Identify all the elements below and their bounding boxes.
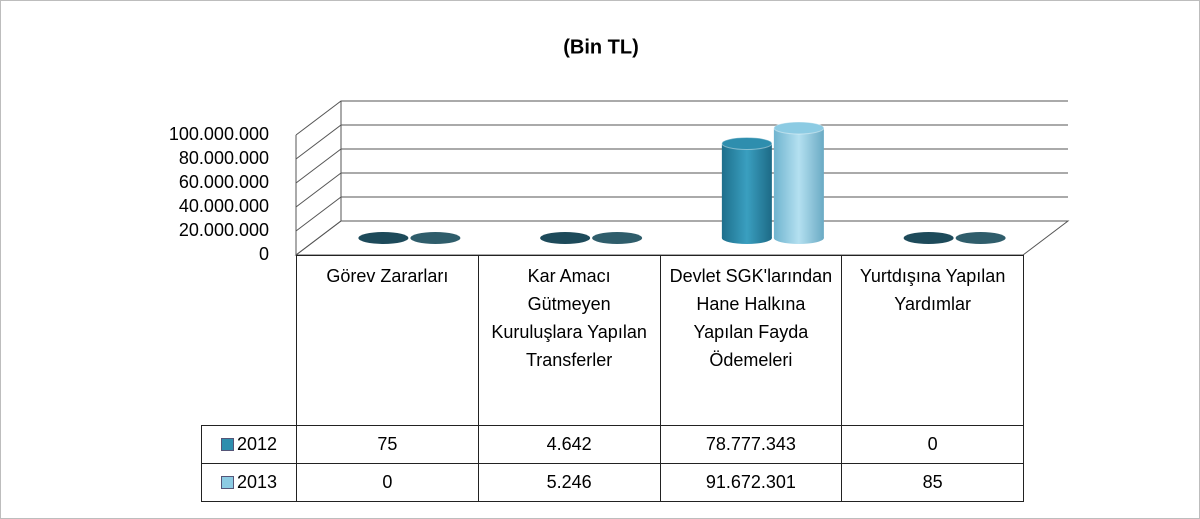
- value-label: 91.672.301: [659, 463, 843, 502]
- chart-title: (Bin TL): [563, 36, 639, 58]
- value-label: 0: [296, 463, 479, 502]
- grid-line: [295, 100, 1068, 136]
- bar-base: [773, 232, 824, 244]
- grid-line: [295, 124, 1068, 160]
- legend-label: 2013: [236, 472, 278, 492]
- series-row: 2013 0 5.246 91.672.301 85: [201, 463, 1024, 502]
- legend-cell: 2012: [201, 425, 297, 464]
- x-tick-label: Yurtdışına Yapılan Yardımlar: [841, 255, 1024, 426]
- bar-body: [773, 127, 824, 238]
- bar-top: [955, 231, 1006, 244]
- bar-top: [773, 121, 825, 135]
- value-label: 0: [841, 425, 1024, 464]
- bar-body: [721, 143, 772, 238]
- bar: [903, 232, 954, 244]
- y-tick-label: 60.000.000: [179, 172, 269, 192]
- bar-top: [358, 231, 409, 244]
- blank-cell: [201, 255, 297, 426]
- bar-base: [721, 232, 772, 244]
- series-row: 2012 75 4.642 78.777.343 0: [201, 425, 1024, 464]
- bar-top: [540, 231, 591, 244]
- bar: [955, 231, 1006, 244]
- x-tick-label: Kar Amacı Gütmeyen Kuruluşlara Yapılan T…: [477, 255, 661, 426]
- bar-top: [410, 232, 461, 244]
- bar-top: [903, 232, 954, 244]
- y-tick-label: 80.000.000: [179, 148, 269, 168]
- grid-line: [295, 196, 1068, 232]
- grid-line: [295, 148, 1068, 184]
- header-row: Görev Zararları Kar Amacı Gütmeyen Kurulu…: [201, 255, 1024, 426]
- bar: [592, 231, 643, 244]
- y-tick-label: 20.000.000: [179, 220, 269, 240]
- bar: [721, 136, 773, 244]
- y-tick-label: 100.000.000: [169, 124, 269, 144]
- value-label: 5.246: [477, 463, 661, 502]
- value-label: 4.642: [477, 425, 661, 464]
- legend-key: [220, 476, 234, 489]
- x-tick-label: Devlet SGK'larından Hane Halkına Yapılan…: [659, 255, 843, 426]
- bar: [358, 231, 409, 244]
- bar: [540, 231, 591, 244]
- y-tick-label: 0: [259, 244, 269, 264]
- legend-label: 2012: [236, 434, 278, 454]
- bar: [773, 121, 825, 244]
- value-label: 75: [296, 425, 479, 464]
- legend-cell: 2013: [201, 463, 297, 502]
- bar: [410, 232, 461, 244]
- bar-top: [592, 231, 643, 244]
- legend-key: [220, 438, 234, 451]
- value-label: 85: [841, 463, 1024, 502]
- y-tick-label: 40.000.000: [179, 196, 269, 216]
- bar-top: [721, 136, 773, 150]
- x-tick-label: Görev Zararları: [296, 255, 479, 426]
- value-label: 78.777.343: [659, 425, 843, 464]
- grid-line: [295, 172, 1068, 208]
- data-table: Görev Zararları Kar Amacı Gütmeyen Kurulu…: [201, 255, 1024, 502]
- grid-line: [295, 220, 1068, 256]
